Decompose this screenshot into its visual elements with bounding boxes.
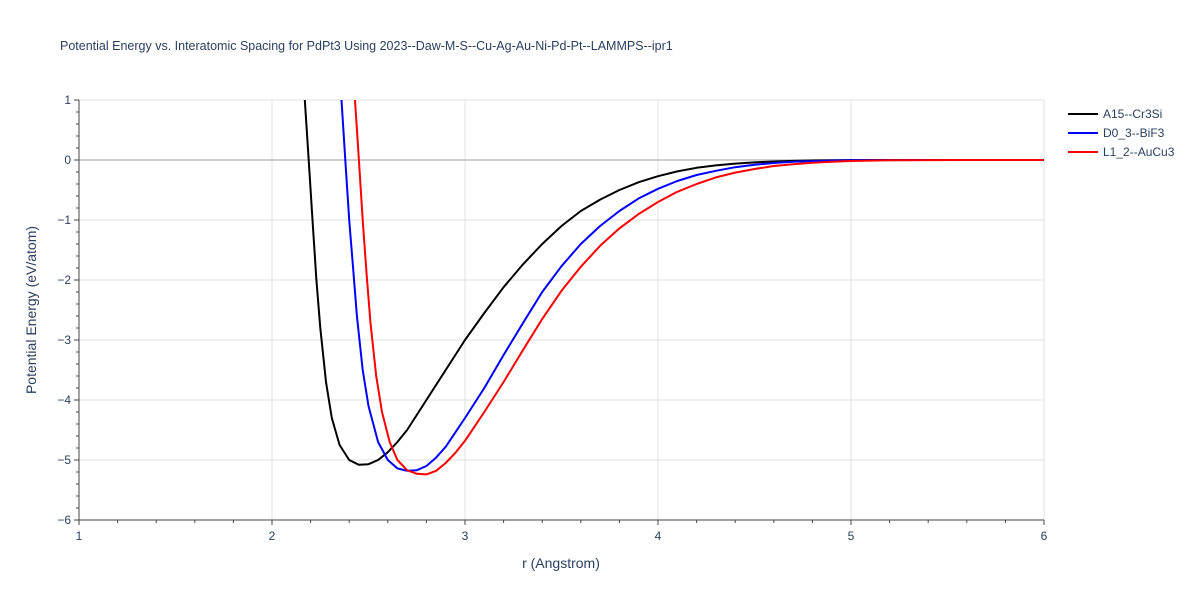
y-tick-label: 0 xyxy=(64,153,71,167)
axes xyxy=(74,99,1045,525)
x-tick-label: 3 xyxy=(462,529,469,543)
x-axis-title: r (Angstrom) xyxy=(522,555,600,571)
y-tick-labels: 1 0 −1 −2 −3 −4 −5 −6 xyxy=(57,93,71,527)
series xyxy=(303,100,1044,476)
x-tick-label: 6 xyxy=(1041,529,1048,543)
legend-label: A15--Cr3Si xyxy=(1103,107,1162,121)
x-tick-label: 2 xyxy=(269,529,276,543)
y-tick-label: −6 xyxy=(57,513,71,527)
y-tick-label: −4 xyxy=(57,393,71,407)
y-tick-label: −3 xyxy=(57,333,71,347)
y-axis-title: Potential Energy (eV/atom) xyxy=(23,226,39,394)
chart-title: Potential Energy vs. Interatomic Spacing… xyxy=(60,39,673,53)
x-tick-label: 5 xyxy=(848,529,855,543)
y-tick-label: −2 xyxy=(57,273,71,287)
legend-label: D0_3--BiF3 xyxy=(1103,126,1165,140)
grid xyxy=(79,99,1045,520)
series-line-l1-2-aucu3 xyxy=(354,100,1044,476)
legend: A15--Cr3Si D0_3--BiF3 L1_2--AuCu3 xyxy=(1068,107,1175,159)
legend-item[interactable]: L1_2--AuCu3 xyxy=(1068,145,1175,159)
legend-label: L1_2--AuCu3 xyxy=(1103,145,1175,159)
y-tick-label: 1 xyxy=(64,93,71,107)
series-line-a15-cr3si xyxy=(303,100,1044,466)
x-tick-labels: 1 2 3 4 5 6 xyxy=(76,529,1048,543)
x-tick-label: 4 xyxy=(655,529,662,543)
series-line-d0-3-bif3 xyxy=(340,100,1044,472)
legend-item[interactable]: A15--Cr3Si xyxy=(1068,107,1162,121)
legend-item[interactable]: D0_3--BiF3 xyxy=(1068,126,1165,140)
y-tick-label: −1 xyxy=(57,213,71,227)
x-tick-label: 1 xyxy=(76,529,83,543)
y-tick-label: −5 xyxy=(57,453,71,467)
